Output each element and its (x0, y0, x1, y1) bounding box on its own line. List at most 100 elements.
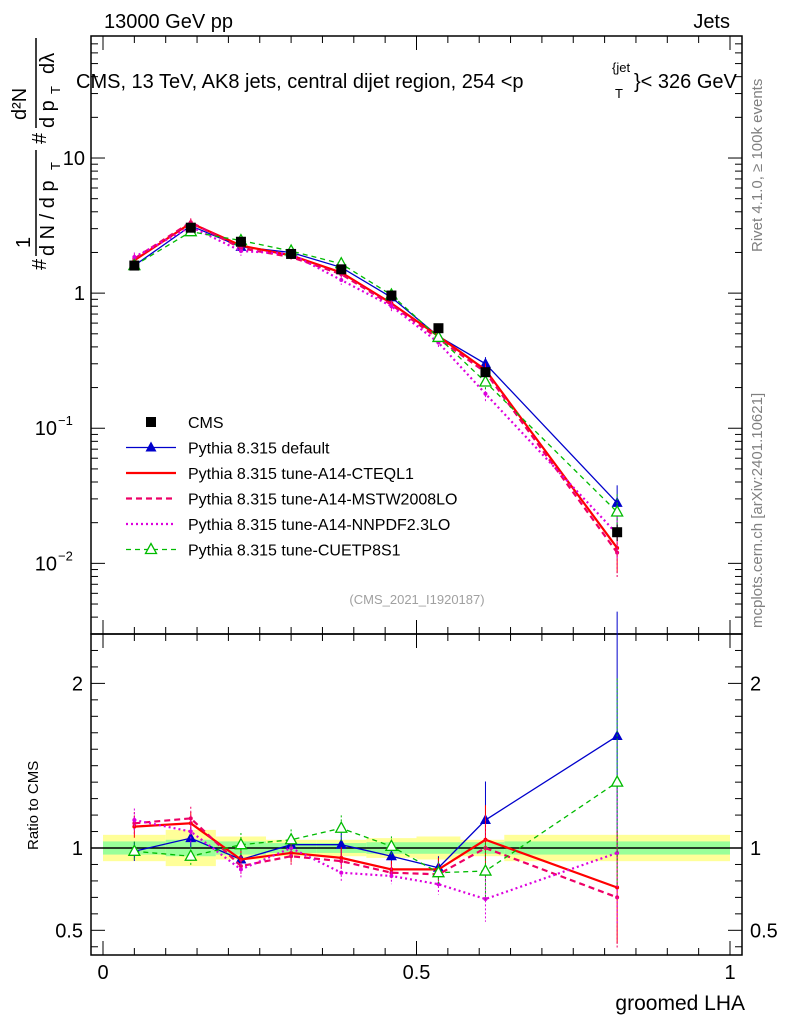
ratio-series-nnpdf-point-2 (238, 867, 243, 872)
ratio-y-tick-label-left-2: 0.5 (55, 920, 83, 942)
main-y-tick-label-3: 10 (35, 553, 57, 575)
main-series-nnpdf-point-2 (238, 249, 243, 254)
legend-label-cuetp8s1: Pythia 8.315 tune-CUETP8S1 (188, 543, 401, 560)
ratio-series-nnpdf-point-4 (339, 870, 344, 875)
svg-text:1: 1 (13, 237, 35, 248)
header-left-label: 13000 GeV pp (104, 11, 233, 33)
main-series-cms-point-3 (286, 248, 297, 259)
svg-text:d N / d p: d N / d p (37, 180, 59, 256)
main-series-nnpdf-point-7 (483, 391, 488, 396)
legend-label-default: Pythia 8.315 default (188, 441, 330, 458)
ratio-series-cuetp8s1-point-4 (334, 820, 348, 833)
header-right-label: Jets (693, 11, 730, 33)
main-series-cms-point-5 (386, 290, 397, 301)
main-series-cuetp8s1-point-7 (478, 374, 493, 387)
legend-label-mstw: Pythia 8.315 tune-A14-MSTW2008LO (188, 492, 457, 509)
main-series-mstw-line (133, 220, 619, 554)
svg-text:T: T (48, 86, 63, 94)
main-y-tick-label-2: 10 (35, 418, 57, 440)
ratio-y-tick-label-right-0: 2 (750, 673, 761, 695)
ratio-series-cuetp8s1-point-7 (478, 863, 493, 876)
ratio-y-tick-label-right-1: 1 (750, 838, 761, 860)
ratio-series-cteql1-point-4 (339, 855, 344, 860)
ratio-x-tick-label-0: 0 (97, 962, 108, 984)
ratio-y-axis-label: Ratio to CMS (25, 761, 42, 850)
main-y-tick-label-0: 10 (63, 148, 85, 170)
ratio-series-mstw-point-2 (238, 864, 243, 869)
rivet-version-label: Rivet 4.1.0, ≥ 100k events (749, 79, 766, 252)
legend-label-cteql1: Pythia 8.315 tune-A14-CTEQL1 (188, 466, 414, 483)
ratio-series-nnpdf-point-5 (389, 873, 394, 878)
main-series-cms-point-0 (129, 260, 140, 271)
main-series-cuetp8s1-point-6 (431, 330, 446, 343)
ratio-series-cuetp8s1-point-1 (184, 848, 198, 861)
legend-marker-cms (146, 417, 156, 427)
main-y-tick-label-1: 1 (74, 283, 85, 305)
x-axis-label: groomed LHA (615, 992, 745, 1015)
main-y-tick-exp-2: −1 (58, 413, 73, 428)
main-series-cms-point-6 (433, 323, 444, 334)
main-series-nnpdf-line (133, 225, 618, 535)
ratio-series-cuetp8s1-point-0 (127, 843, 141, 856)
ratio-x-tick-label-1: 0.5 (403, 962, 431, 984)
main-series-cuetp8s1-point-8 (610, 504, 624, 517)
legend-label-cms: CMS (188, 415, 224, 432)
ratio-y-tick-label-left-1: 1 (72, 838, 83, 860)
plot-title-sub: T (615, 86, 623, 101)
main-y-tick-exp-3: −2 (58, 548, 73, 563)
ratio-series-cteql1-point-0 (132, 824, 137, 829)
legend-marker-cuetp8s1 (144, 542, 158, 555)
main-series-default-point-8 (611, 496, 623, 507)
main-series-cms-point-7 (480, 367, 491, 378)
legend: CMS Pythia 8.315 default Pythia 8.315 tune… (126, 415, 457, 560)
ratio-series-cuetp8s1-point-6 (431, 865, 446, 878)
ratio-series-cuetp8s1-point-3 (284, 832, 298, 845)
ratio-x-tick-label-2: 1 (724, 962, 735, 984)
ratio-series-cteql1-point-3 (289, 850, 294, 855)
ratio-series-nnpdf-point-0 (132, 818, 137, 823)
main-series-cms-point-1 (185, 222, 196, 233)
ratio-y-tick-label-left-0: 2 (72, 673, 83, 695)
mcplots-reference-label: mcplots.cern.ch [arXiv:2401.10621] (749, 393, 766, 628)
svg-text:#: # (29, 258, 51, 270)
ratio-series-nnpdf-point-6 (436, 882, 441, 887)
main-series-cms-point-2 (235, 236, 246, 247)
main-series-default-point-7 (479, 357, 491, 368)
ratio-series-default-point-5 (385, 850, 397, 861)
main-series-nnpdf-point-5 (389, 304, 394, 309)
main-series-default-line (133, 225, 618, 504)
plot-title: CMS, 13 TeV, AK8 jets, central dijet reg… (76, 60, 738, 101)
ratio-frame (90, 633, 743, 956)
ratio-series-mstw-point-3 (289, 854, 294, 859)
legend-label-nnpdf: Pythia 8.315 tune-A14-NNPDF2.3LO (188, 517, 450, 534)
svg-text:d²N: d²N (9, 88, 31, 120)
legend-marker-default (145, 441, 157, 452)
ratio-series-mstw-point-4 (339, 859, 344, 864)
ratio-series-cuetp8s1-point-8 (610, 774, 624, 787)
ratio-series-nnpdf-point-1 (188, 829, 193, 834)
main-series-nnpdf-point-4 (339, 278, 344, 283)
plot-title-sup: {jet (612, 60, 630, 75)
ratio-series-cuetp8s1-point-2 (234, 837, 248, 850)
svg-text:dλ: dλ (37, 53, 59, 74)
plot-title-end: }< 326 GeV (634, 71, 738, 93)
ratio-panel: 0 0.5 1 2 2 1 1 0.5 0.5 (55, 611, 778, 984)
main-series-cms-point-4 (336, 264, 347, 275)
ratio-series-mstw-point-0 (132, 821, 137, 826)
ratio-y-tick-label-right-2: 0.5 (750, 920, 778, 942)
main-series-nnpdf-point-0 (132, 255, 137, 260)
ratio-series-mstw-line (134, 817, 618, 899)
ratio-series-nnpdf-point-3 (289, 846, 294, 850)
svg-text:d p: d p (37, 100, 59, 128)
ratio-series-cuetp8s1-point-5 (384, 839, 399, 852)
svg-text:T: T (48, 162, 63, 170)
ratio-series-nnpdf-point-8 (615, 850, 620, 855)
main-y-axis-label: # 1 d N / d p T # d²N d p T dλ (9, 38, 63, 270)
plot-title-main: CMS, 13 TeV, AK8 jets, central dijet reg… (76, 71, 524, 93)
analysis-id-label: (CMS_2021_I1920187) (349, 592, 484, 607)
ratio-series-default-point-4 (335, 838, 347, 849)
ratio-series-mstw-point-1 (188, 816, 193, 821)
main-series-cms-point-8 (612, 527, 623, 538)
svg-text:#: # (29, 132, 51, 144)
